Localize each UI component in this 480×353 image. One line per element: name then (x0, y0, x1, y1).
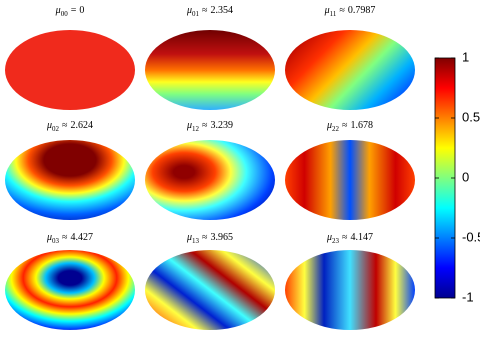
title-relation: ≈ (342, 120, 348, 131)
tick-label: -0.5 (462, 229, 480, 244)
ellipsoid (5, 140, 135, 220)
title-index: 00 (61, 10, 69, 18)
title-symbol: μ (46, 120, 52, 131)
title-relation: ≈ (339, 5, 345, 16)
title-value: 0 (79, 5, 84, 16)
title-index: 11 (330, 10, 337, 18)
title-symbol: μ (55, 5, 61, 16)
title-symbol: μ (46, 232, 52, 243)
title-index: 02 (52, 125, 60, 133)
title-value: 2.354 (211, 5, 234, 16)
title-relation: ≈ (62, 232, 68, 243)
title-index: 12 (192, 125, 200, 133)
title-index: 13 (192, 237, 200, 245)
title-symbol: μ (324, 5, 330, 16)
title-relation: ≈ (202, 5, 208, 16)
ellipsoid (145, 140, 275, 220)
ellipsoid (145, 30, 275, 110)
title-relation: ≈ (342, 232, 348, 243)
panel-title: μ11 ≈0.7987 (324, 5, 376, 18)
title-symbol: μ (186, 120, 192, 131)
title-relation: ≈ (202, 232, 208, 243)
title-index: 22 (332, 125, 340, 133)
title-value: 3.965 (211, 232, 234, 243)
tick-label: 0 (462, 169, 469, 184)
panel-title: μ00 = 0 (55, 5, 85, 18)
ellipsoid (5, 30, 135, 110)
tick-label: 0.5 (462, 109, 480, 124)
title-symbol: μ (326, 232, 332, 243)
ellipsoid (5, 250, 135, 330)
title-value: 0.7987 (348, 5, 376, 16)
panel-title: μ23 ≈4.147 (326, 232, 373, 245)
ellipsoid (145, 250, 275, 330)
title-index: 03 (52, 237, 60, 245)
title-value: 2.624 (71, 120, 94, 131)
title-symbol: μ (186, 5, 192, 16)
ellipsoid (285, 140, 415, 220)
panel-title: μ03 ≈4.427 (46, 232, 93, 245)
tick-label: 1 (462, 49, 469, 64)
panel-title: μ22 ≈1.678 (326, 120, 373, 133)
panel-title: μ12 ≈3.239 (186, 120, 233, 133)
title-symbol: μ (326, 120, 332, 131)
ellipsoid (285, 30, 415, 110)
title-value: 4.147 (351, 232, 374, 243)
title-relation: ≈ (202, 120, 208, 131)
title-relation: = (71, 5, 77, 16)
ellipsoid (285, 250, 415, 330)
title-symbol: μ (186, 232, 192, 243)
panel-title: μ01 ≈2.354 (186, 5, 233, 18)
tick-label: -1 (462, 289, 474, 304)
title-value: 4.427 (71, 232, 94, 243)
title-value: 1.678 (351, 120, 374, 131)
panel-title: μ02 ≈2.624 (46, 120, 93, 133)
title-index: 23 (332, 237, 340, 245)
panel-title: μ13 ≈3.965 (186, 232, 233, 245)
title-value: 3.239 (211, 120, 234, 131)
title-relation: ≈ (62, 120, 68, 131)
title-index: 01 (192, 10, 200, 18)
